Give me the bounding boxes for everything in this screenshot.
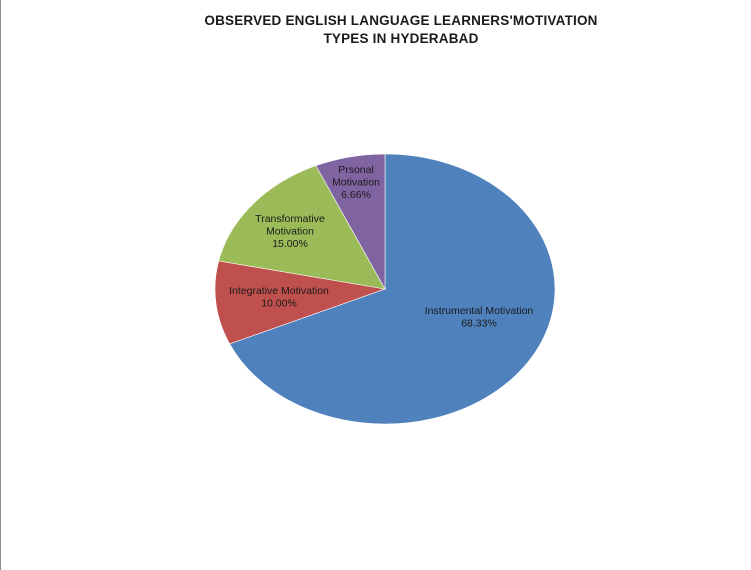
slice-label-line: Prsonal — [338, 164, 374, 176]
slice-label-integrative-motivation: Integrative Motivation 10.00% — [229, 285, 329, 310]
slice-label-transformative-motivation: Transformative Motivation 15.00% — [255, 213, 325, 250]
pie-slice-prsonal-motivation — [315, 153, 386, 291]
chart-title-line-1: OBSERVED ENGLISH LANGUAGE LEARNERS'MOTIV… — [204, 13, 598, 28]
pie-slice-instrumental-motivation — [229, 153, 556, 425]
slice-label-line: 10.00% — [261, 298, 297, 310]
slice-label-line: Integrative Motivation — [229, 285, 329, 297]
chart-title-line-2: TYPES IN HYDERABAD — [323, 31, 479, 46]
slice-label-line: 6.66% — [341, 189, 371, 201]
slice-label-line: Instrumental Motivation — [425, 305, 534, 317]
slice-label-instrumental-motivation: Instrumental Motivation 68.33% — [425, 305, 534, 330]
slice-label-line: Motivation — [266, 226, 314, 238]
pie-slice-integrative-motivation — [214, 260, 387, 345]
slice-label-prsonal-motivation: Prsonal Motivation 6.66% — [332, 164, 380, 201]
slice-label-line: Transformative — [255, 213, 325, 225]
chart-title: OBSERVED ENGLISH LANGUAGE LEARNERS'MOTIV… — [161, 12, 641, 48]
slice-label-line: 15.00% — [272, 238, 308, 250]
slice-label-line: Motivation — [332, 177, 380, 189]
pie-slice-transformative-motivation — [218, 165, 386, 290]
slice-label-line: 68.33% — [461, 318, 497, 330]
